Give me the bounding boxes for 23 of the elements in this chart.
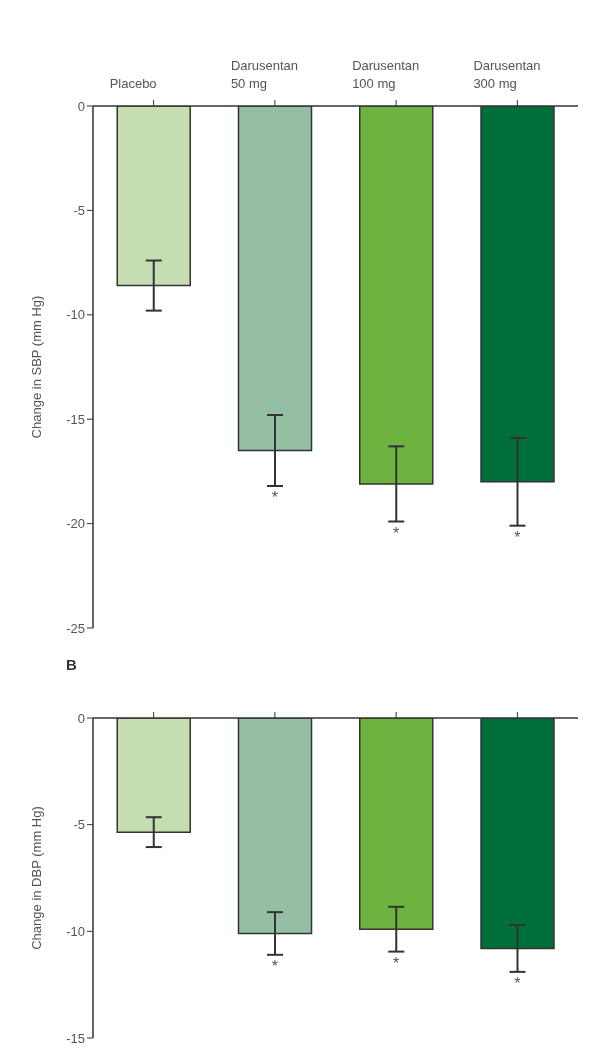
y-tick-label: -10 (66, 923, 85, 939)
annotation: * (514, 975, 521, 993)
x-tick-label: Darusentan 50 mg (230, 58, 299, 91)
annotation: * (393, 524, 400, 542)
annotation: * (514, 529, 521, 547)
annotation: * (271, 958, 278, 976)
x-tick-label: Darusentan 100 mg (352, 58, 420, 91)
y-tick-label: -5 (73, 203, 85, 219)
annotation: * (271, 489, 278, 507)
x-tick-label: Placebo (109, 76, 157, 91)
x-tick-label: Darusentan 300 mg (473, 58, 541, 91)
y-tick-label: -25 (66, 620, 85, 636)
y-tick-label: -15 (66, 411, 85, 427)
y-axis-title: Change in DBP (mm Hg) (28, 806, 44, 950)
chart-title: B (66, 656, 77, 673)
y-tick-label: 0 (77, 98, 85, 114)
y-axis-title: Change in SBP (mm Hg) (28, 295, 44, 439)
annotation: * (393, 954, 400, 972)
y-tick-label: -10 (66, 307, 85, 323)
y-tick-label: -5 (73, 817, 85, 833)
y-tick-label: 0 (77, 710, 85, 726)
y-tick-label: -15 (66, 1030, 85, 1046)
y-tick-label: -20 (66, 516, 85, 532)
